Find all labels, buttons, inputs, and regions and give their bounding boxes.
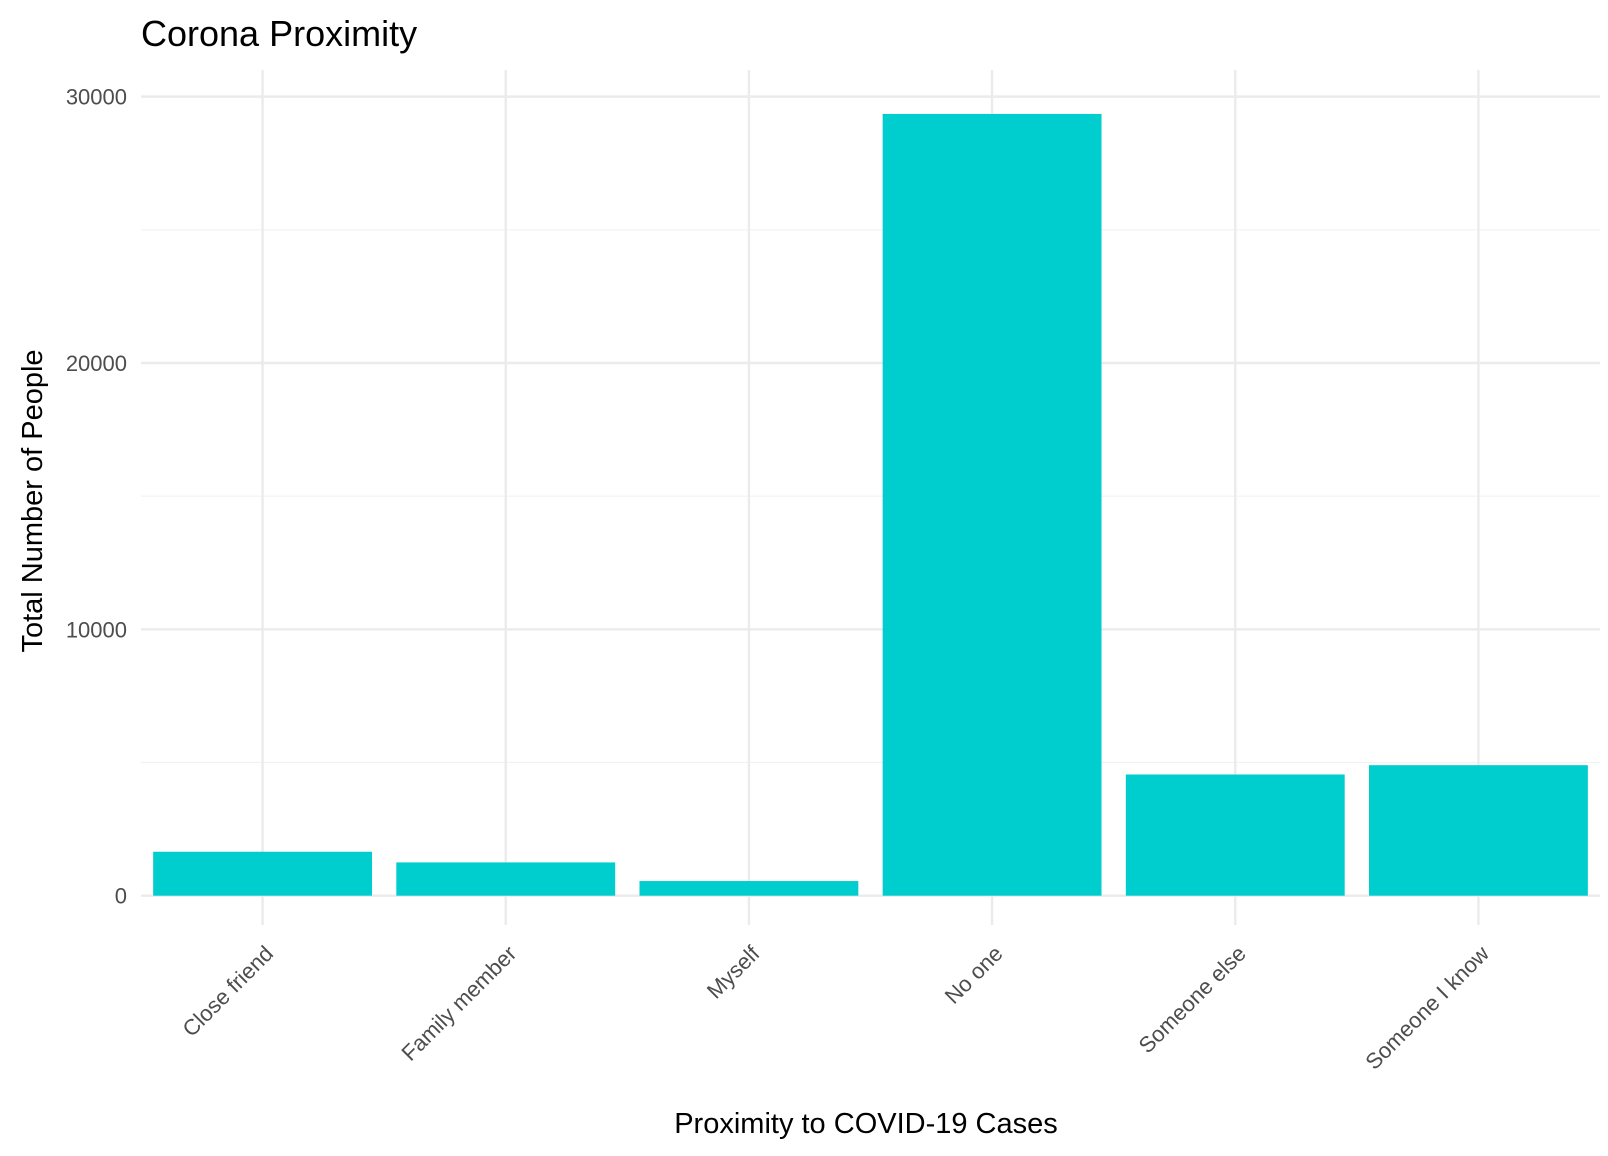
x-tick-label: Family member	[396, 941, 521, 1066]
x-axis-ticks: Close friend Family member Myself No one Som…	[177, 940, 1494, 1074]
x-tick-label: Someone else	[1134, 941, 1251, 1058]
x-tick-label: Someone I know	[1360, 941, 1494, 1075]
y-axis-title: Total Number of People	[17, 349, 49, 652]
minor-gridlines	[141, 229, 1600, 764]
y-tick-label: 0	[115, 884, 127, 909]
bar-someone-else	[1125, 774, 1345, 896]
bar-no-one	[882, 113, 1102, 896]
bars	[153, 113, 1588, 896]
bar-close-friend	[153, 851, 373, 896]
x-tick-label: No one	[940, 941, 1008, 1009]
bar-someone-i-know	[1368, 765, 1588, 896]
y-tick-label: 30000	[66, 85, 127, 110]
bar-family-member	[396, 862, 616, 896]
chart-title: Corona Proximity	[141, 13, 417, 54]
x-tick-label: Myself	[702, 940, 765, 1003]
y-tick-label: 10000	[66, 617, 127, 642]
x-tick-label: Close friend	[177, 941, 278, 1042]
bar-myself	[639, 881, 859, 896]
y-axis-ticks: 0 10000 20000 30000	[66, 85, 127, 909]
x-axis-title: Proximity to COVID-19 Cases	[674, 1108, 1058, 1140]
y-tick-label: 20000	[66, 351, 127, 376]
